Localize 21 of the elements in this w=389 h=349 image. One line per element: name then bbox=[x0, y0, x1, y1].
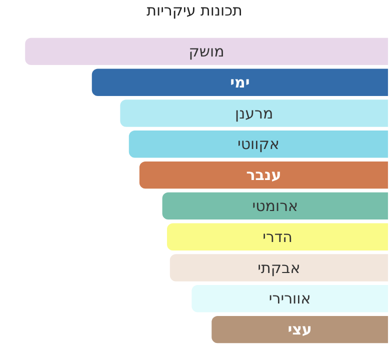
bar bbox=[192, 285, 388, 312]
bar bbox=[212, 316, 388, 344]
y-tick-label: עצי bbox=[288, 320, 312, 339]
bar bbox=[25, 38, 388, 66]
bar bbox=[92, 68, 388, 96]
y-tick-label: אקווטי bbox=[237, 135, 280, 154]
y-tick-label: ענבר bbox=[246, 166, 282, 184]
y-tick-label: מושק bbox=[188, 42, 224, 60]
y-tick-label: ימי bbox=[230, 73, 250, 92]
bar bbox=[139, 161, 388, 189]
y-tick-label: אבקתי bbox=[258, 258, 300, 277]
y-tick-label: אוורירי bbox=[268, 290, 311, 308]
y-tick-label: ארומטי bbox=[252, 196, 298, 215]
bar bbox=[166, 223, 388, 250]
y-tick-label: מרענן bbox=[235, 104, 274, 122]
chart-title: תכונות עיקריות bbox=[146, 2, 242, 20]
bar bbox=[170, 254, 388, 282]
bar bbox=[128, 130, 388, 158]
y-tick-label: הדרי bbox=[262, 228, 292, 246]
bar bbox=[120, 100, 388, 127]
bar bbox=[162, 192, 388, 220]
